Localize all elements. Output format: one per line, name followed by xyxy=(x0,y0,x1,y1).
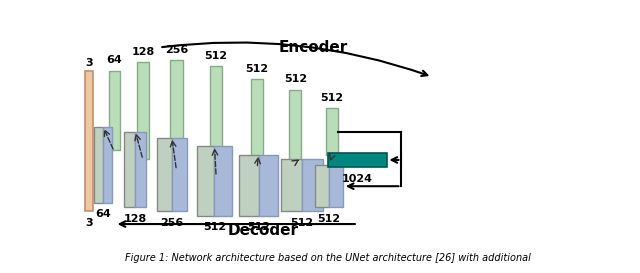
Text: 3: 3 xyxy=(85,218,93,228)
Bar xyxy=(259,155,278,216)
Bar xyxy=(135,132,147,207)
Text: 512: 512 xyxy=(246,64,269,74)
Text: Decoder: Decoder xyxy=(228,223,299,238)
Text: 512: 512 xyxy=(290,218,313,228)
Text: 128: 128 xyxy=(124,213,147,224)
Text: Encoder: Encoder xyxy=(278,40,348,55)
Text: 512: 512 xyxy=(203,222,226,232)
Text: 64: 64 xyxy=(106,55,122,65)
Bar xyxy=(170,60,182,169)
Bar xyxy=(239,155,259,216)
Text: 256: 256 xyxy=(160,218,184,228)
Bar xyxy=(329,165,343,207)
Text: 512: 512 xyxy=(317,213,340,224)
Text: 512: 512 xyxy=(284,74,307,84)
Bar xyxy=(328,153,387,167)
Bar xyxy=(281,159,301,211)
Bar xyxy=(94,127,103,203)
Bar xyxy=(109,71,120,150)
Bar xyxy=(172,138,187,211)
Bar xyxy=(137,62,149,159)
Text: 128: 128 xyxy=(131,47,155,57)
Bar xyxy=(251,79,263,167)
Bar xyxy=(196,146,214,216)
Text: 1024: 1024 xyxy=(342,174,372,184)
Text: 512: 512 xyxy=(205,51,228,61)
Bar xyxy=(124,132,135,207)
Bar xyxy=(326,108,338,155)
Text: 512: 512 xyxy=(321,93,344,103)
Bar xyxy=(289,90,301,161)
Text: 512: 512 xyxy=(247,222,270,232)
Text: Figure 1: Network architecture based on the UNet architecture [26] with addition: Figure 1: Network architecture based on … xyxy=(125,253,531,263)
Bar xyxy=(214,146,232,216)
Text: 256: 256 xyxy=(165,45,188,55)
Bar xyxy=(157,138,172,211)
Text: 64: 64 xyxy=(95,209,111,219)
Bar xyxy=(85,71,93,211)
Text: 3: 3 xyxy=(85,58,93,69)
Bar xyxy=(315,165,329,207)
Bar xyxy=(103,127,112,203)
Bar xyxy=(210,66,222,176)
Bar xyxy=(301,159,323,211)
